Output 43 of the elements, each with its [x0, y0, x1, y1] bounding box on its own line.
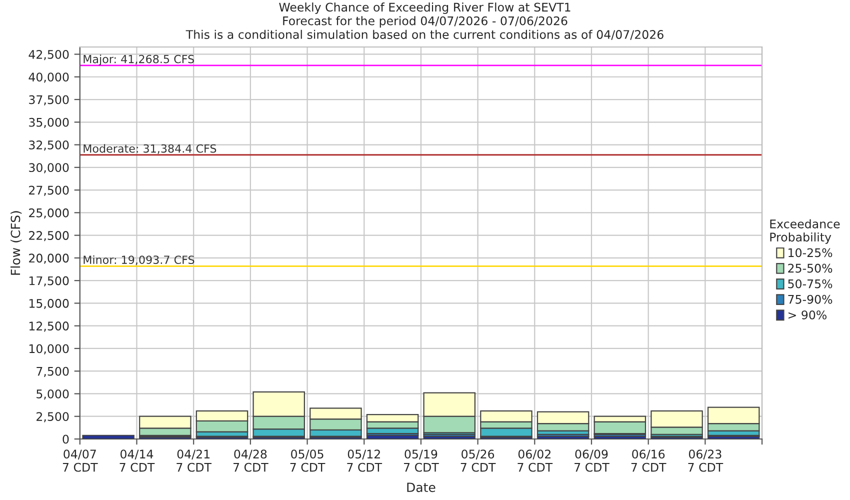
y-tick-label: 12,500: [29, 322, 69, 332]
x-tick-label: 06/02 7 CDT: [518, 450, 553, 472]
y-tick-label: 10,000: [29, 344, 69, 354]
legend-label: 10-25%: [788, 248, 832, 258]
x-tick-label: 06/09 7 CDT: [574, 450, 610, 472]
legend-label: 25-50%: [788, 264, 832, 273]
x-tick-label: 04/28 7 CDT: [233, 450, 268, 472]
y-tick-label: 30,000: [29, 163, 69, 174]
x-tick-label: 06/16 7 CDT: [631, 450, 666, 472]
y-tick-label: 2,500: [36, 412, 69, 422]
x-tick-label: 04/21 7 CDT: [176, 450, 212, 472]
y-tick-label: 7,500: [36, 366, 69, 377]
y-tick-label: 35,000: [29, 118, 69, 128]
legend-title: Exceedance Probability: [770, 219, 840, 244]
y-axis-title: Flow (CFS): [10, 211, 22, 275]
ref-line-label: Moderate: 31,384.4 CFS: [84, 144, 216, 154]
y-tick-label: 42,500: [28, 50, 69, 60]
y-tick-label: 0: [62, 434, 69, 444]
y-tick-label: 5,000: [36, 389, 69, 400]
x-tick-label: 06/23 7 CDT: [688, 450, 724, 472]
chart-subtitle: Forecast for the period 04/07/2026 - 07/06/2026 This is a conditional simulation based on the current conditions as of 04/07/2026: [186, 16, 664, 40]
ref-line-label: Major: 41,268.5 CFS: [84, 54, 194, 66]
x-tick-label: 05/19 7 CDT: [404, 450, 439, 472]
y-tick-label: 37,500: [29, 95, 69, 106]
x-axis-title: Date: [407, 482, 436, 492]
chart-title: Weekly Chance of Exceeding River Flow at SEVT1: [279, 2, 570, 14]
x-tick-label: 05/05 7 CDT: [290, 450, 326, 472]
x-tick-label: 04/14 7 CDT: [120, 450, 155, 472]
x-tick-label: 05/12 7 CDT: [347, 450, 382, 472]
y-tick-label: 25,000: [29, 208, 69, 219]
y-tick-label: 40,000: [28, 72, 69, 83]
y-tick-label: 20,000: [29, 254, 69, 264]
y-tick-label: 27,500: [29, 186, 69, 196]
y-tick-label: 15,000: [29, 298, 69, 310]
y-tick-label: 32,500: [29, 140, 69, 151]
y-tick-label: 17,500: [29, 276, 69, 286]
x-tick-label: 04/07 7 CDT: [62, 450, 98, 472]
y-tick-label: 22,500: [29, 231, 69, 242]
legend-label: 75-90%: [788, 294, 832, 304]
legend-label: 50-75%: [788, 279, 832, 288]
legend-label: > 90%: [788, 310, 827, 320]
x-tick-label: 05/26 7 CDT: [460, 450, 496, 472]
ref-line-label: Minor: 19,093.7 CFS: [84, 255, 194, 266]
